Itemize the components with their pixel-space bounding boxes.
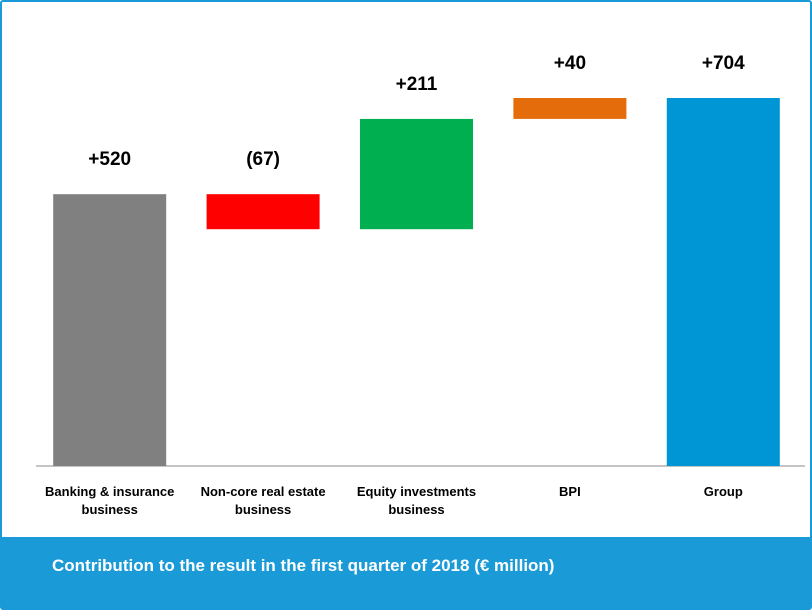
x-tick-label: Banking & insurance business [45, 484, 175, 517]
value-label: +520 [88, 149, 131, 170]
chart-title: Contribution to the result in the first … [52, 556, 555, 575]
value-label: +40 [554, 53, 586, 74]
x-tick-label: Equity investments business [356, 484, 477, 517]
bar [53, 194, 167, 466]
value-label: (67) [246, 149, 280, 170]
bar [360, 118, 473, 230]
x-tick-label: Non-core real estate business [200, 484, 326, 517]
value-label: +704 [702, 53, 745, 74]
bar [206, 194, 320, 230]
caption-band [2, 537, 810, 608]
bar [666, 98, 780, 466]
chart: +520 (67) +211 +40 +704 [36, 53, 805, 467]
bar [513, 98, 627, 119]
x-tick-label: BPI [559, 484, 581, 499]
value-label: +211 [396, 74, 438, 95]
x-tick-label: Group [703, 484, 743, 499]
